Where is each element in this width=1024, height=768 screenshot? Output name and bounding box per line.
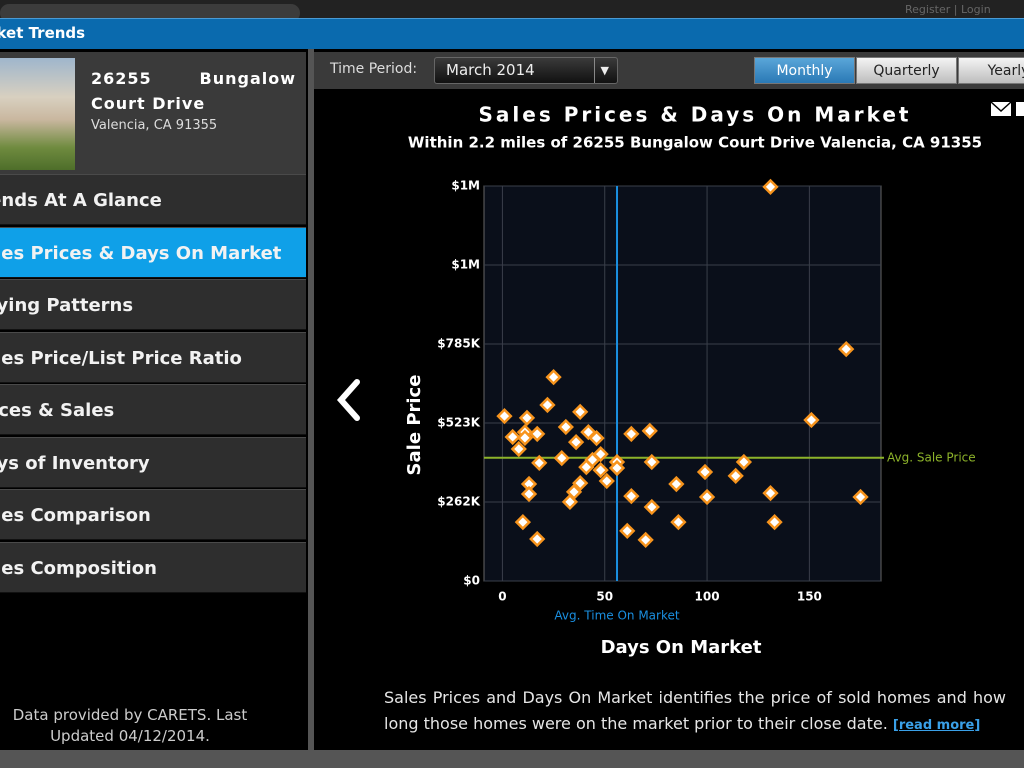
data-point bbox=[514, 513, 532, 531]
prev-arrow[interactable] bbox=[336, 379, 360, 421]
data-point bbox=[623, 425, 640, 443]
y-tick-label: $523K bbox=[437, 416, 480, 430]
y-tick-label: $262K bbox=[437, 495, 480, 509]
data-point bbox=[580, 423, 597, 441]
description-text: Sales Prices and Days On Market identifi… bbox=[384, 688, 1006, 733]
data-point bbox=[762, 484, 779, 502]
data-point bbox=[643, 498, 660, 516]
data-point bbox=[518, 409, 536, 427]
data-point bbox=[623, 488, 640, 505]
property-city: Valencia, CA 91355 bbox=[91, 118, 218, 133]
data-point bbox=[670, 513, 687, 531]
data-point bbox=[838, 340, 855, 358]
header-bar: Market Trends bbox=[0, 18, 1024, 49]
account-links[interactable]: Register | Login bbox=[905, 3, 991, 16]
sidebar: 26255 Bungalow Court Drive Valencia, CA … bbox=[0, 49, 308, 750]
property-card: 26255 Bungalow Court Drive Valencia, CA … bbox=[0, 52, 306, 174]
data-point bbox=[531, 454, 548, 472]
dropdown-arrow: ▼ bbox=[593, 58, 609, 83]
y-tick-label: $1M bbox=[451, 179, 480, 193]
x-tick-label: 150 bbox=[797, 590, 822, 604]
data-point bbox=[567, 433, 585, 451]
data-point bbox=[553, 449, 570, 467]
avg-time-label: Avg. Time On Market bbox=[554, 609, 679, 623]
y-axis-label: Sale Price bbox=[404, 375, 425, 476]
email-icon-flap bbox=[990, 101, 1012, 113]
description: Sales Prices and Days On Market identifi… bbox=[384, 685, 1006, 739]
data-point bbox=[641, 422, 658, 440]
data-point bbox=[696, 463, 714, 481]
period-value: March 2014 bbox=[446, 61, 535, 79]
property-photo bbox=[0, 58, 75, 170]
menu-item[interactable]: Sales Price/List Price Ratio bbox=[0, 331, 306, 383]
print-icon[interactable] bbox=[1016, 102, 1024, 116]
data-point bbox=[557, 418, 574, 436]
data-point bbox=[572, 475, 589, 492]
data-point bbox=[539, 396, 556, 414]
divider bbox=[308, 49, 314, 750]
data-point bbox=[561, 493, 579, 511]
data-point bbox=[520, 485, 538, 503]
data-point bbox=[496, 407, 513, 425]
top-bar: Register | Login bbox=[0, 0, 1024, 22]
data-point bbox=[619, 522, 636, 540]
data-point bbox=[510, 440, 527, 458]
data-point bbox=[608, 459, 626, 477]
data-point bbox=[529, 425, 546, 443]
data-point bbox=[727, 467, 744, 485]
period-button[interactable]: Yearly bbox=[958, 57, 1024, 84]
menu-item[interactable]: Buying Patterns bbox=[0, 279, 306, 330]
bottom-bar bbox=[0, 750, 1024, 768]
menu-item[interactable]: Sales Composition bbox=[0, 541, 306, 593]
chart-title: Sales Prices & Days On Market bbox=[479, 103, 912, 127]
period-button[interactable]: Quarterly bbox=[856, 57, 957, 84]
time-period-label: Time Period: bbox=[330, 61, 418, 77]
data-point bbox=[598, 472, 615, 490]
x-tick-label: 50 bbox=[596, 590, 613, 604]
data-point bbox=[698, 488, 716, 506]
footer-note: Data provided by CARETS. Last Updated 04… bbox=[12, 706, 248, 745]
plot-area bbox=[483, 185, 882, 582]
data-point bbox=[520, 475, 538, 493]
chart-subtitle: Within 2.2 miles of 26255 Bungalow Court… bbox=[408, 134, 982, 152]
data-point bbox=[637, 531, 654, 549]
x-tick-label: 100 bbox=[695, 590, 720, 604]
period-dropdown[interactable]: March 2014 ▼ bbox=[434, 57, 618, 84]
x-tick-label: 0 bbox=[498, 590, 506, 604]
avg-price-label: Avg. Sale Price bbox=[887, 450, 976, 464]
data-point bbox=[803, 411, 820, 429]
menu-item[interactable]: Sales Prices & Days On Market bbox=[0, 226, 306, 278]
data-point bbox=[504, 428, 521, 446]
data-point bbox=[668, 475, 685, 493]
menu-item[interactable]: Days of Inventory bbox=[0, 436, 306, 488]
header-title: Market Trends bbox=[0, 24, 86, 42]
data-point bbox=[578, 459, 595, 476]
search-box bbox=[0, 4, 300, 22]
y-tick-label: $785K bbox=[437, 337, 480, 351]
data-point bbox=[516, 429, 534, 446]
menu-item[interactable]: Sales Comparison bbox=[0, 489, 306, 540]
data-point bbox=[643, 453, 660, 471]
data-point bbox=[572, 403, 589, 421]
x-axis-label: Days On Market bbox=[601, 637, 762, 658]
y-tick-label: $1M bbox=[451, 258, 480, 272]
data-point bbox=[545, 369, 562, 386]
data-point bbox=[529, 530, 546, 548]
data-point bbox=[592, 462, 609, 479]
read-more-link[interactable]: [read more] bbox=[892, 718, 981, 733]
property-address: 26255 Bungalow Court Drive bbox=[91, 69, 296, 113]
menu-item[interactable]: Prices & Sales bbox=[0, 384, 306, 435]
menu-item[interactable]: Trends At A Glance bbox=[0, 174, 306, 225]
y-tick-label: $0 bbox=[463, 574, 480, 588]
data-point bbox=[762, 178, 779, 196]
data-point bbox=[766, 513, 783, 531]
period-button[interactable]: Monthly bbox=[754, 57, 855, 84]
data-point bbox=[852, 488, 869, 506]
data-point bbox=[735, 453, 753, 471]
